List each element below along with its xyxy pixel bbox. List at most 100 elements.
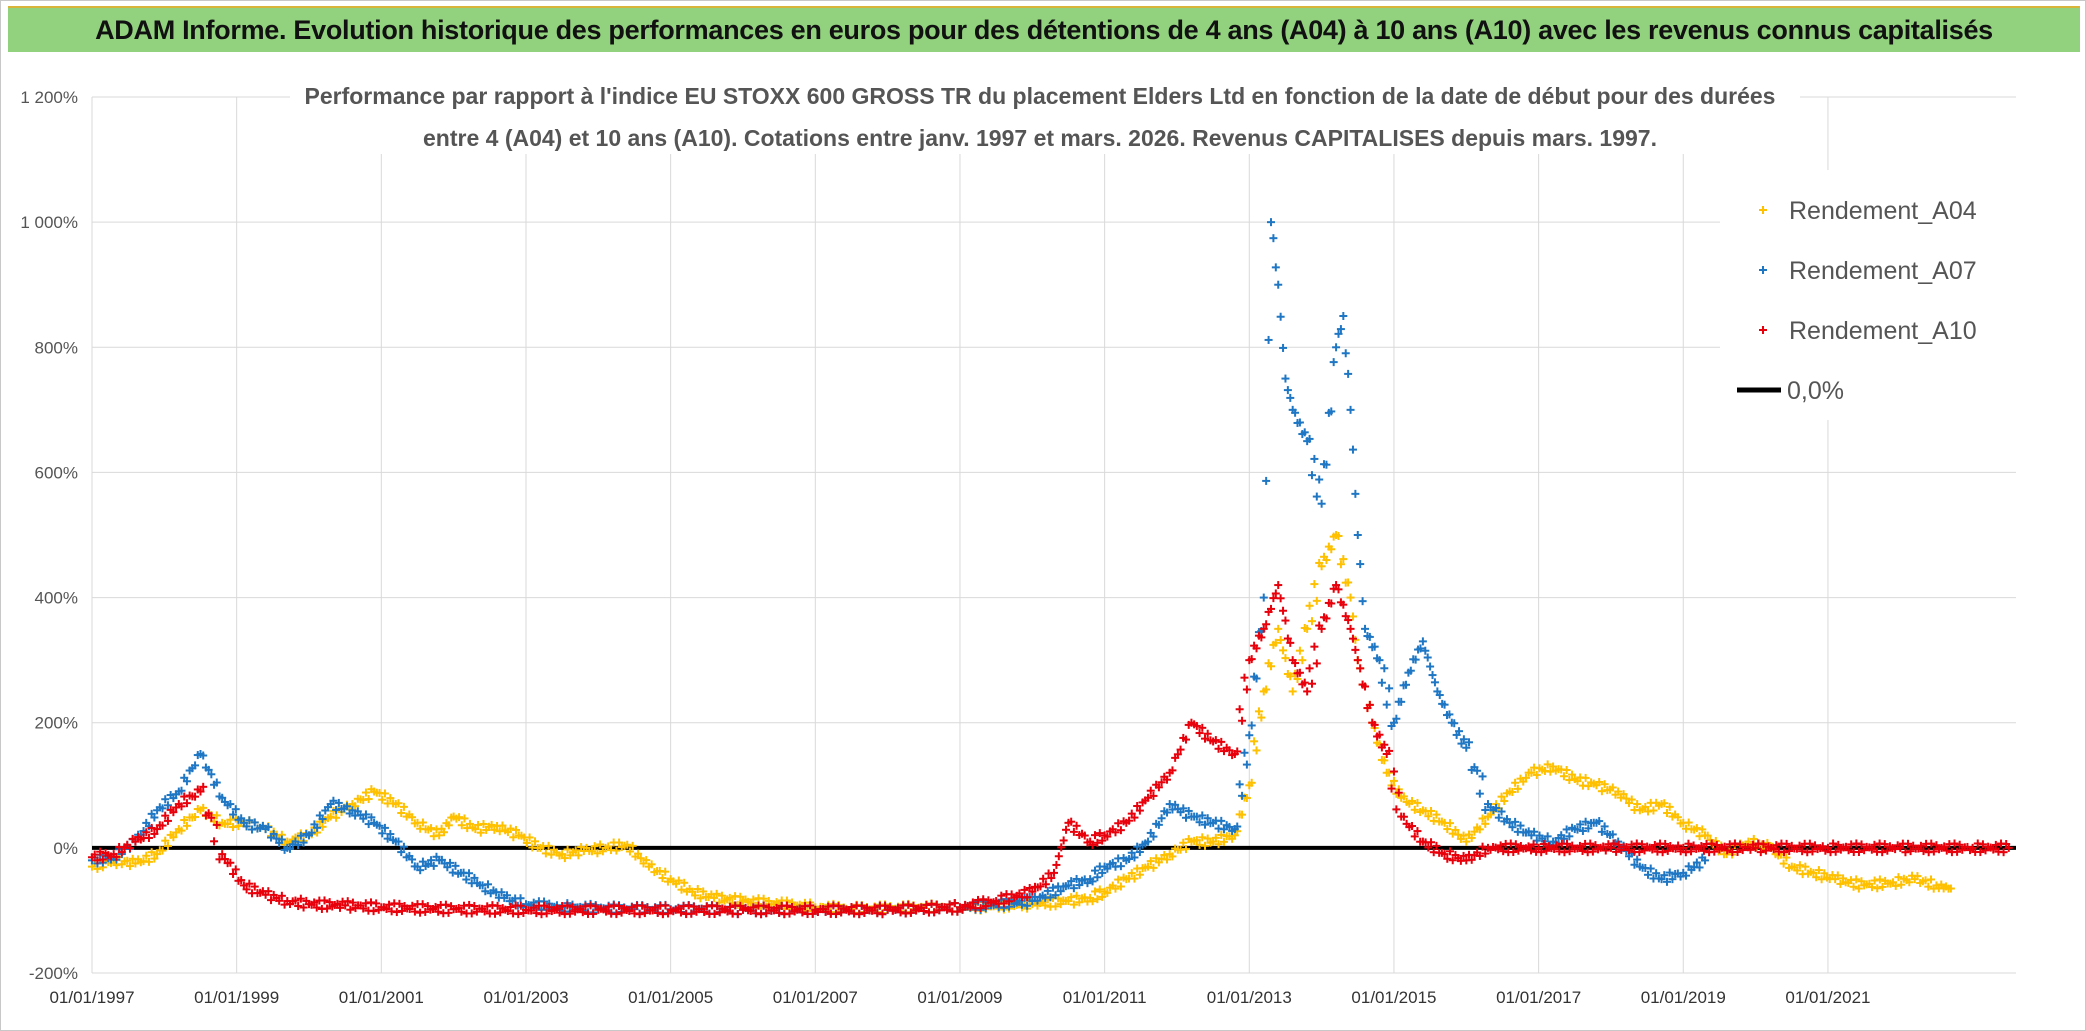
- data-point: [1389, 776, 1398, 785]
- data-point: [1497, 792, 1506, 801]
- data-point: [676, 908, 685, 917]
- data-point: [1307, 679, 1316, 688]
- data-point: [1312, 492, 1321, 501]
- data-point: [1238, 810, 1247, 819]
- data-point: [1600, 822, 1609, 831]
- data-point: [237, 814, 246, 823]
- data-point: [361, 788, 370, 797]
- data-point: [1056, 887, 1065, 896]
- data-point: [144, 857, 153, 866]
- data-point: [1339, 555, 1348, 564]
- data-point: [1336, 560, 1345, 569]
- data-point: [1259, 593, 1268, 602]
- data-point: [169, 808, 178, 817]
- data-point: [1281, 616, 1290, 625]
- data-point: [968, 898, 977, 907]
- data-point: [380, 789, 389, 798]
- data-point: [177, 826, 186, 835]
- data-point: [378, 795, 387, 804]
- legend-item: 0,0%: [1737, 377, 1844, 405]
- data-point: [1820, 869, 1829, 878]
- data-point: [455, 813, 464, 822]
- data-point: [1059, 836, 1068, 845]
- data-point: [1023, 893, 1032, 902]
- data-point: [1411, 655, 1420, 664]
- data-point: [147, 823, 156, 832]
- data-point: [451, 861, 460, 870]
- data-point: [299, 903, 308, 912]
- data-point: [560, 854, 569, 863]
- data-point: [1315, 475, 1324, 484]
- data-point: [182, 821, 191, 830]
- data-point: [1808, 847, 1817, 856]
- data-point: [1878, 882, 1887, 891]
- data-point: [242, 885, 251, 894]
- data-point: [1812, 873, 1821, 882]
- data-point: [1093, 838, 1102, 847]
- data-point: [1322, 614, 1331, 623]
- data-point: [1475, 851, 1484, 860]
- data-point: [999, 899, 1008, 908]
- data-point: [484, 880, 493, 889]
- data-point: [1317, 624, 1326, 633]
- data-point: [1905, 878, 1914, 887]
- data-point: [1149, 791, 1158, 800]
- data-point: [1344, 578, 1353, 587]
- data-point: [1492, 803, 1501, 812]
- data-point: [857, 901, 866, 910]
- data-point: [1075, 898, 1084, 907]
- data-point: [726, 902, 735, 911]
- data-point: [158, 846, 167, 855]
- data-point: [199, 782, 208, 791]
- data-point: [1633, 855, 1642, 864]
- data-point: [699, 887, 708, 896]
- data-point: [1269, 594, 1278, 603]
- data-point: [1432, 810, 1441, 819]
- data-point: [1635, 848, 1644, 857]
- data-point: [1179, 838, 1188, 847]
- data-point: [1050, 868, 1058, 877]
- data-point: [896, 908, 905, 917]
- data-point: [351, 802, 360, 811]
- legend-label: Rendement_A07: [1789, 257, 1977, 285]
- data-point: [1130, 813, 1139, 822]
- data-point: [421, 907, 430, 916]
- data-point: [1353, 531, 1362, 539]
- data-point: [1576, 820, 1585, 829]
- data-point: [416, 866, 425, 875]
- data-point: [1385, 768, 1394, 777]
- data-point: [226, 858, 235, 867]
- data-point: [385, 900, 394, 909]
- data-point: [1348, 634, 1357, 643]
- data-point: [1546, 767, 1555, 776]
- data-point: [150, 854, 159, 863]
- data-point: [1203, 729, 1212, 738]
- data-point: [1397, 697, 1406, 706]
- data-point: [1692, 858, 1701, 867]
- data-point: [1559, 772, 1568, 781]
- data-point: [1149, 863, 1158, 872]
- data-point: [313, 823, 322, 832]
- data-point: [1344, 369, 1353, 378]
- data-point: [1700, 856, 1709, 865]
- data-point: [1317, 499, 1326, 508]
- data-point: [418, 900, 427, 909]
- data-point: [919, 907, 928, 916]
- data-point: [1652, 869, 1661, 878]
- data-point: [614, 902, 623, 911]
- data-point: [503, 907, 512, 916]
- data-point: [493, 901, 502, 910]
- data-point: [332, 813, 341, 822]
- data-point: [578, 908, 587, 917]
- data-point: [966, 902, 975, 911]
- data-point: [1057, 843, 1066, 852]
- data-point: [1288, 687, 1297, 696]
- data-point: [516, 894, 525, 903]
- data-point: [1818, 842, 1827, 851]
- subtitle-background: [290, 78, 1800, 154]
- data-point: [1028, 887, 1037, 896]
- data-point: [1090, 887, 1099, 896]
- data-point: [1329, 358, 1338, 367]
- data-point: [1095, 885, 1104, 894]
- data-point: [1814, 866, 1823, 875]
